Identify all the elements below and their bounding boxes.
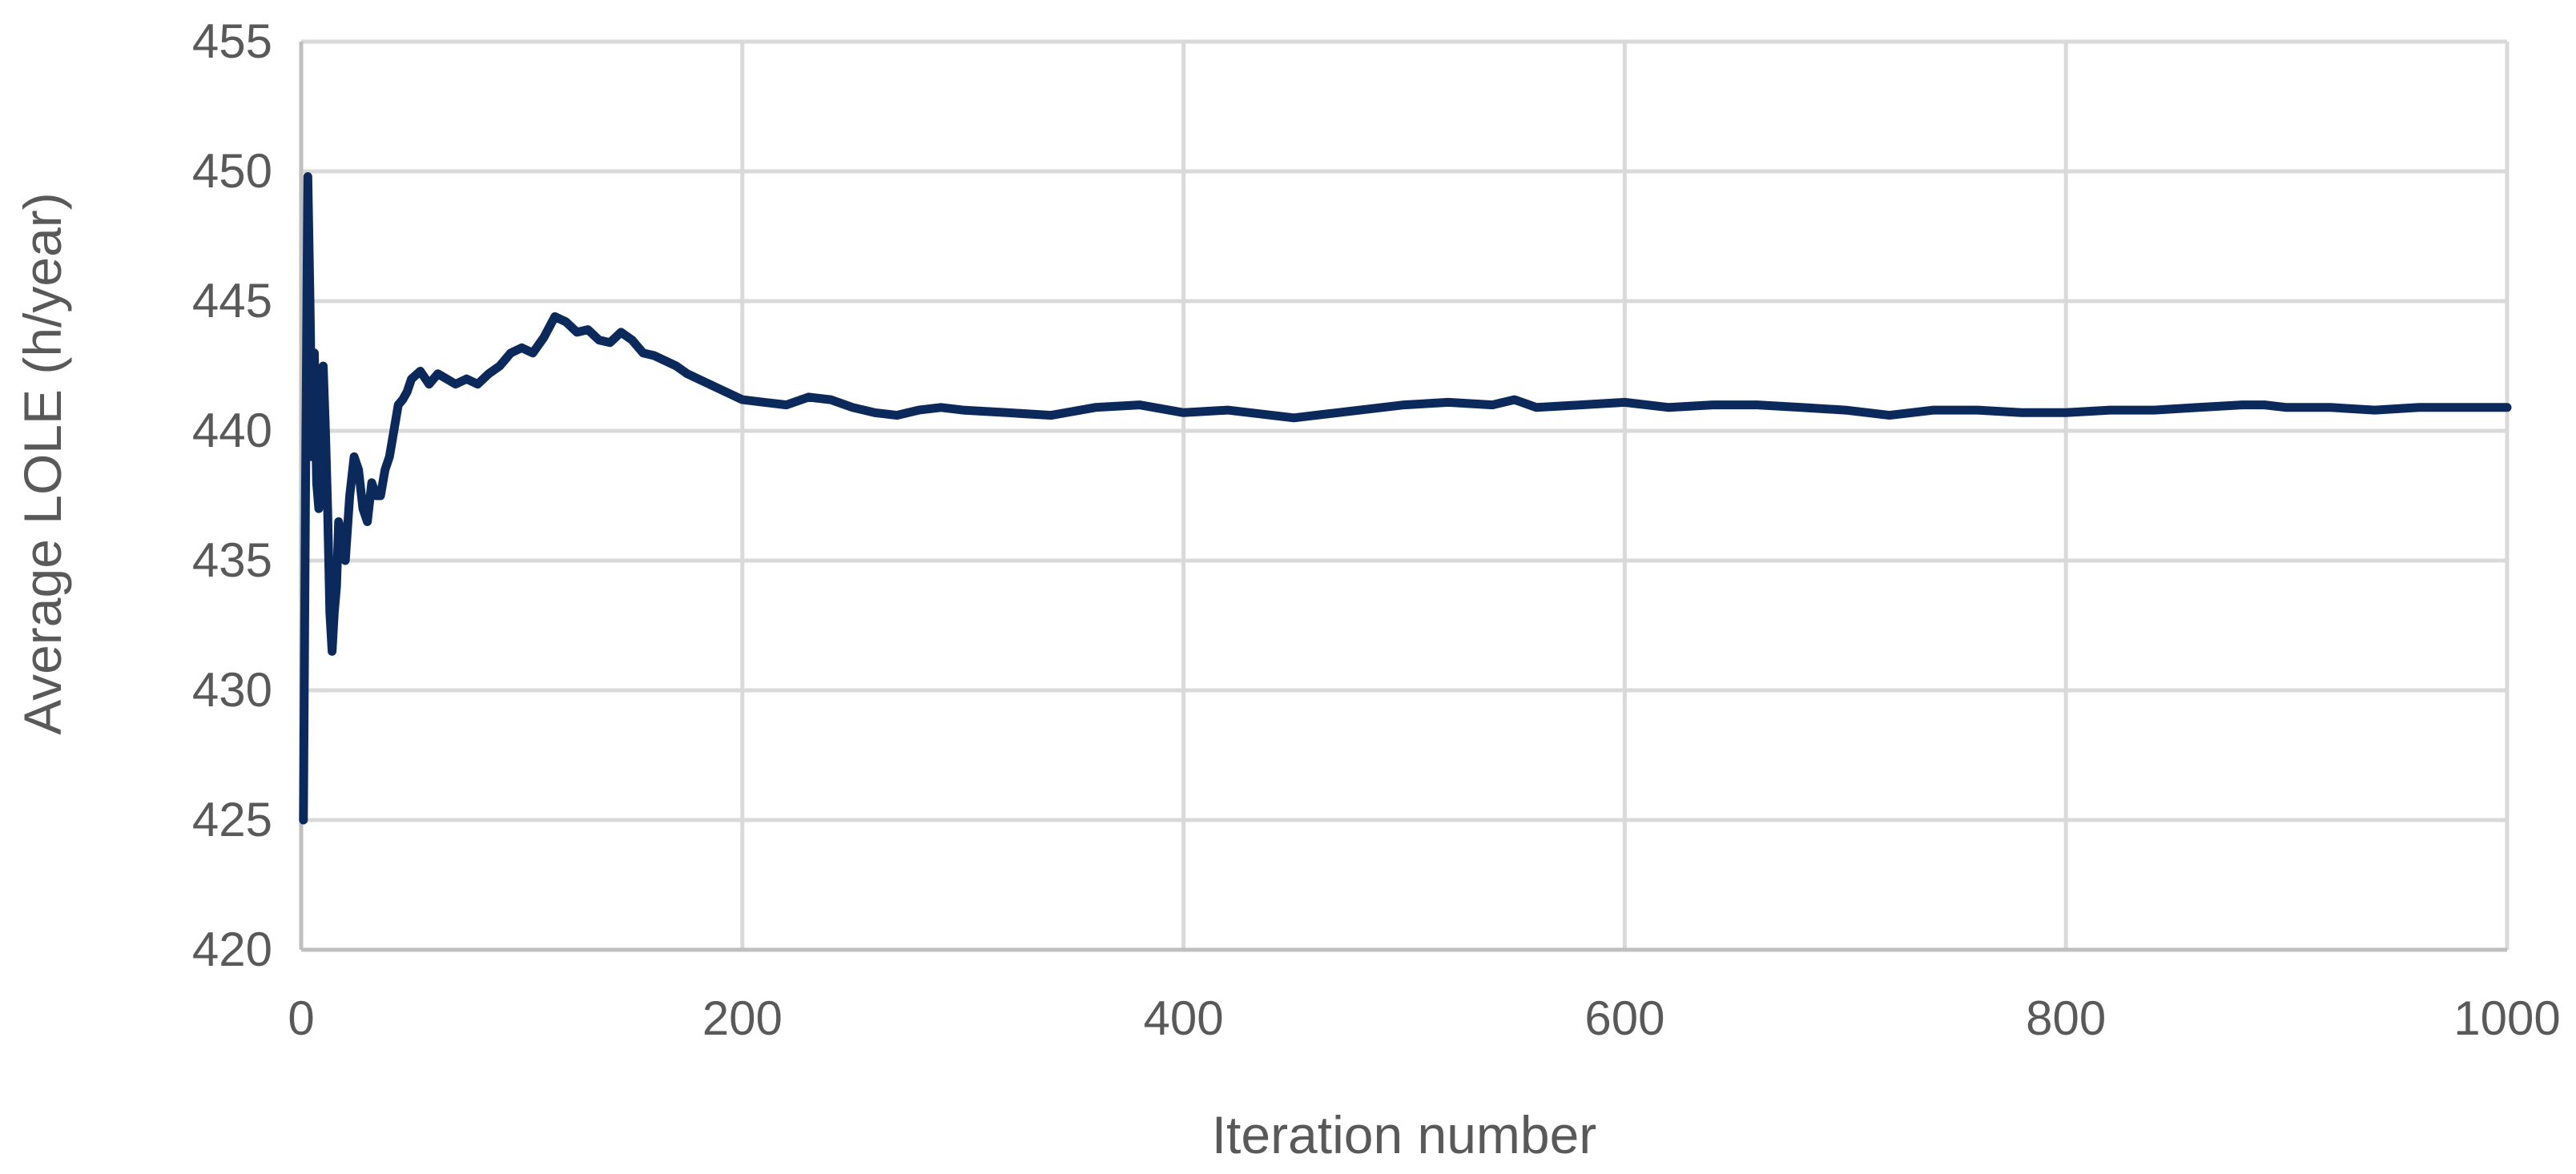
x-tick-label: 600 [1584,991,1664,1045]
x-tick-label: 400 [1144,991,1224,1045]
axes [299,42,2507,952]
y-tick-label: 455 [192,14,272,68]
x-tick-label: 800 [2026,991,2106,1045]
y-tick-label: 425 [192,793,272,846]
x-tick-label: 200 [702,991,783,1045]
grid [299,39,2510,952]
y-tick-label: 440 [192,404,272,457]
y-tick-label: 450 [192,144,272,198]
x-tick-labels: 0 200 400 600 800 1000 [288,991,2560,1045]
x-tick-label: 0 [288,991,314,1045]
y-tick-labels: 420 425 430 435 440 445 450 455 [192,14,272,976]
y-tick-label: 445 [192,274,272,328]
y-tick-label: 435 [192,533,272,587]
x-axis-title: Iteration number [1212,1105,1597,1164]
series-line [299,172,2512,825]
y-tick-label: 430 [192,663,272,717]
x-tick-label: 1000 [2453,991,2560,1045]
y-tick-label: 420 [192,923,272,976]
y-axis-title: Average LOLE (h/year) [13,192,72,734]
